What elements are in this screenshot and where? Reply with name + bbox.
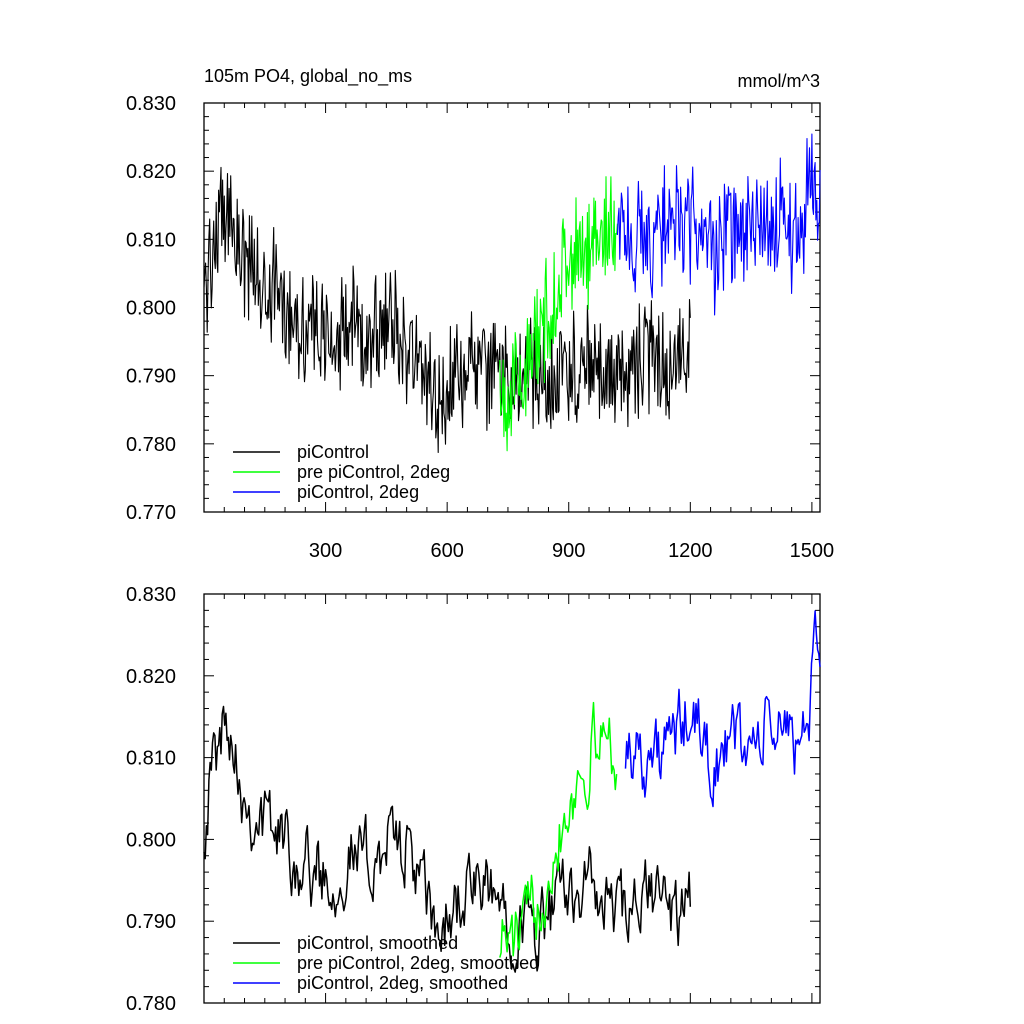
legend-label: pre piControl, 2deg, smoothed	[297, 953, 539, 973]
x-tick-label: 300	[309, 540, 342, 562]
chart-units: mmol/m^3	[738, 71, 820, 91]
y-tick-label: 0.830	[126, 93, 176, 115]
y-tick-label: 0.790	[126, 366, 176, 388]
series-line	[499, 701, 618, 958]
y-tick-label: 0.820	[126, 161, 176, 183]
y-tick-label: 0.830	[126, 584, 176, 606]
legend-label: piControl, 2deg, smoothed	[297, 973, 508, 993]
plot-frame	[203, 593, 821, 1004]
series-line	[203, 705, 692, 973]
x-tick-label: 1500	[790, 540, 835, 562]
legend-label: piControl	[297, 442, 369, 462]
y-tick-label: 0.800	[126, 829, 176, 851]
top-panel: 300 600 900 1200 1500 0.770 0.780 0.790 0.800 0.8…	[126, 93, 834, 562]
legend-label: piControl, 2deg	[297, 482, 419, 502]
legend-label: pre piControl, 2deg	[297, 462, 450, 482]
y-tick-label: 0.780	[126, 993, 176, 1015]
series-line	[616, 133, 821, 316]
x-tick-label: 900	[552, 540, 585, 562]
y-tick-label: 0.790	[126, 911, 176, 933]
y-tick-label: 0.820	[126, 666, 176, 688]
legend-label: piControl, smoothed	[297, 933, 458, 953]
y-tick-label: 0.770	[126, 502, 176, 524]
x-tick-label: 1200	[668, 540, 713, 562]
x-tick-label: 600	[430, 540, 463, 562]
series-line	[499, 176, 618, 452]
y-tick-label: 0.810	[126, 229, 176, 251]
bottom-panel: 0.780 0.790 0.800 0.810 0.820 0.830 piControl,…	[126, 584, 821, 1015]
series-line	[203, 166, 691, 454]
chart-title: 105m PO4, global_no_ms	[204, 66, 412, 87]
series-line	[624, 610, 821, 808]
y-tick-label: 0.810	[126, 748, 176, 770]
y-tick-label: 0.780	[126, 434, 176, 456]
y-tick-label: 0.800	[126, 298, 176, 320]
